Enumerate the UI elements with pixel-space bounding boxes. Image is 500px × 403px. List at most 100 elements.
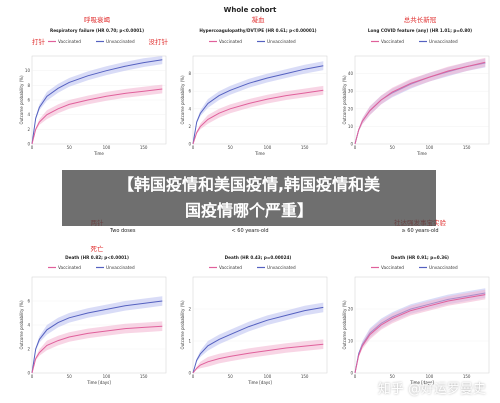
- watermark: 知乎 @好运罗曼史: [377, 382, 486, 397]
- x-tick-label: 100: [103, 374, 111, 379]
- legend-label-unvaccinated: Unvaccinated: [267, 265, 296, 270]
- y-axis-label: Outcome probability (%): [180, 75, 185, 125]
- y-axis-label: Outcome probability (%): [342, 300, 347, 350]
- x-tick-label: 50: [390, 145, 396, 150]
- y-tick-label: 6: [27, 299, 30, 304]
- row2-mid-label: < 60 years-old: [231, 228, 268, 234]
- cn-annotation-title: 总共长新冠: [404, 15, 437, 24]
- legend-label-vaccinated: Vaccinated: [58, 265, 81, 270]
- ci-band-unvaccinated: [193, 61, 324, 144]
- x-tick-label: 0: [192, 374, 195, 379]
- y-tick-label: 0: [188, 142, 191, 147]
- row2-right-label: ≥ 60 years-old: [401, 228, 438, 234]
- y-tick-label: 0: [188, 371, 191, 376]
- y-axis-label: Outcome probability (%): [342, 75, 347, 125]
- banner-line-2: 国疫情哪个严重】: [184, 201, 313, 220]
- x-tick-label: 150: [301, 145, 309, 150]
- x-axis-label: Time [days]: [409, 380, 434, 385]
- legend-label-unvaccinated: Unvaccinated: [429, 265, 458, 270]
- y-tick-label: 1: [188, 339, 191, 344]
- y-axis-label: Outcome probability (%): [19, 300, 24, 350]
- x-tick-label: 100: [264, 374, 272, 379]
- x-tick-label: 100: [264, 145, 272, 150]
- series-line-unvaccinated: [31, 59, 163, 145]
- title-banner: 【韩国疫情和美国疫情,韩国疫情和美 国疫情哪个严重】: [62, 170, 436, 226]
- y-tick-label: 0: [27, 371, 30, 376]
- x-axis-label: Time: [416, 151, 427, 156]
- y-tick-label: 8: [27, 83, 30, 88]
- legend-label-vaccinated: Vaccinated: [381, 39, 404, 44]
- y-tick-label: 20: [348, 106, 354, 111]
- chart-panel-2: 凝血 Hypercoagulopathy/DVT/PE (HR 0.61; p<0…: [180, 15, 328, 156]
- panel-title: Respiratory failure (HR 0.70; p<0.0001): [50, 28, 144, 33]
- legend-label-unvaccinated: Unvaccinated: [106, 39, 135, 44]
- y-tick-label: 8: [188, 71, 191, 76]
- legend-label-unvaccinated: Unvaccinated: [106, 265, 135, 270]
- x-tick-label: 50: [228, 145, 234, 150]
- x-tick-label: 0: [192, 145, 195, 150]
- x-tick-label: 150: [463, 374, 471, 379]
- series-line-unvaccinated: [192, 306, 324, 374]
- series-line-vaccinated: [192, 89, 324, 145]
- y-tick-label: 0: [27, 142, 30, 147]
- x-tick-label: 0: [31, 374, 34, 379]
- legend-label-vaccinated: Vaccinated: [381, 265, 404, 270]
- panel-title: Hypercoagulopathy/DVT/PE (HR 0.61; p<0.0…: [199, 28, 316, 33]
- x-axis-label: Time [days]: [86, 380, 111, 385]
- x-tick-label: 50: [228, 374, 234, 379]
- series-line-unvaccinated: [31, 300, 163, 374]
- series-line-vaccinated: [354, 294, 486, 374]
- series-line-vaccinated: [192, 343, 324, 374]
- x-axis-label: Time [days]: [247, 380, 272, 385]
- y-tick-label: 2: [188, 124, 191, 129]
- series-line-unvaccinated: [192, 65, 324, 145]
- y-tick-label: 4: [27, 323, 30, 328]
- chart-panel-4: 死亡两针Death (HR 0.82; p<0.0001)VaccinatedU…: [19, 218, 167, 385]
- panel-title: Death (HR 0.82; p<0.0001): [65, 255, 129, 260]
- legend-label-vaccinated: Vaccinated: [219, 265, 242, 270]
- y-tick-label: 0: [350, 371, 353, 376]
- ci-band-unvaccinated: [32, 296, 163, 373]
- series-line-vaccinated: [31, 325, 163, 374]
- x-tick-label: 0: [354, 145, 357, 150]
- x-tick-label: 50: [67, 145, 73, 150]
- y-tick-label: 6: [27, 98, 30, 103]
- x-tick-label: 150: [140, 374, 148, 379]
- x-tick-label: 0: [354, 374, 357, 379]
- x-tick-label: 100: [426, 145, 434, 150]
- x-tick-label: 50: [390, 374, 396, 379]
- chart-panel-5: Death (HR 0.43; p=0.00024) Vaccinated Unva…: [180, 255, 328, 385]
- legend-label-unvaccinated: Unvaccinated: [267, 39, 296, 44]
- panel-title: Death (HR 0.91; p=0.36): [391, 255, 449, 260]
- x-tick-label: 100: [426, 374, 434, 379]
- cn-annotation-title: 凝血: [252, 15, 266, 24]
- x-tick-label: 150: [301, 374, 309, 379]
- chart-panel-1: 呼吸衰竭 Respiratory failure (HR 0.70; p<0.00…: [19, 15, 169, 156]
- chart-panel-6: 社达强发事宝实验Death (HR 0.91; p=0.36)Vaccinate…: [342, 218, 490, 385]
- cn-annotation-right: 没打针: [149, 37, 169, 46]
- y-tick-label: 10: [25, 68, 31, 73]
- y-tick-label: 10: [348, 339, 354, 344]
- ci-band-vaccinated: [355, 289, 486, 373]
- cn-annotation-title: 呼吸衰竭: [84, 15, 111, 24]
- x-axis-label: Time: [254, 151, 265, 156]
- series-line-vaccinated: [31, 88, 163, 145]
- y-tick-label: 2: [27, 127, 30, 132]
- series-line-vaccinated: [354, 61, 486, 145]
- y-axis-label: Outcome probability (%): [180, 300, 185, 350]
- x-tick-label: 50: [67, 374, 73, 379]
- y-tick-label: 10: [348, 124, 354, 129]
- x-tick-label: 150: [463, 145, 471, 150]
- y-tick-label: 2: [188, 307, 191, 312]
- row2-left-label: Two doses: [109, 228, 136, 234]
- x-tick-label: 0: [31, 145, 34, 150]
- legend-label-unvaccinated: Unvaccinated: [429, 39, 458, 44]
- y-tick-label: 20: [348, 307, 354, 312]
- cn-annotation-title: 死亡: [91, 244, 105, 253]
- banner-line-1: 【韩国疫情和美国疫情,韩国疫情和美: [117, 175, 381, 194]
- super-title: Whole cohort: [224, 6, 277, 14]
- y-axis-label: Outcome probability (%): [19, 75, 24, 125]
- legend-label-vaccinated: Vaccinated: [58, 39, 81, 44]
- x-axis-label: Time: [93, 151, 104, 156]
